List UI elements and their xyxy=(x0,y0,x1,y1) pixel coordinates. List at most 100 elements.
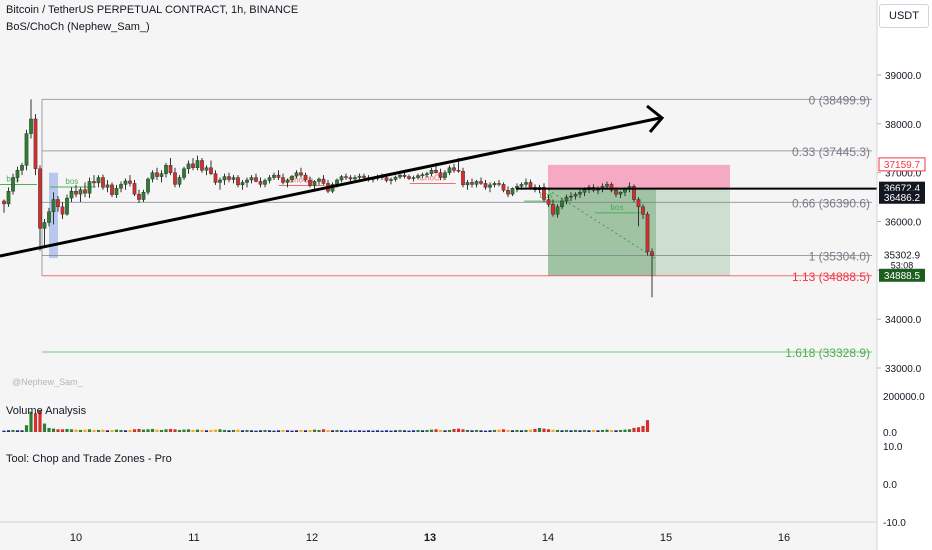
candle-body xyxy=(227,176,231,180)
candle-body xyxy=(609,184,614,191)
candle-body xyxy=(209,167,213,174)
volume-bar xyxy=(537,427,542,432)
candle-body xyxy=(452,167,456,171)
candle-body xyxy=(254,177,258,182)
candle-body xyxy=(42,222,47,229)
bos-label: bos xyxy=(611,203,624,212)
volume-bar xyxy=(384,430,389,432)
volume-bar xyxy=(438,429,443,432)
candle-body xyxy=(308,179,312,186)
volume-bar xyxy=(546,429,551,432)
volume-bar xyxy=(470,430,474,432)
volume-bar xyxy=(177,429,182,432)
candle-body xyxy=(33,118,38,169)
volume-bar xyxy=(222,429,227,432)
volume-bar xyxy=(56,429,60,432)
candle-body xyxy=(465,182,470,186)
stop-loss-zone xyxy=(548,164,730,189)
volume-bar xyxy=(128,429,132,432)
volume-bar xyxy=(173,429,177,432)
volume-bar xyxy=(461,429,465,432)
volume-bar xyxy=(290,430,294,432)
volume-bar xyxy=(479,430,483,432)
time-tick-label: 10 xyxy=(70,532,82,544)
candle-body xyxy=(159,173,164,177)
candle-body xyxy=(168,165,173,173)
price-tag-label: 36486.2 xyxy=(884,193,921,204)
volume-bar xyxy=(321,429,326,432)
price-tick-label: 34000.0 xyxy=(885,315,922,326)
chop-pane-title[interactable]: Tool: Chop and Trade Zones - Pro xyxy=(6,453,172,465)
volume-bar xyxy=(258,430,263,432)
candle-body xyxy=(402,174,407,177)
volume-bar xyxy=(425,429,429,432)
candle-body xyxy=(137,193,141,200)
volume-bar xyxy=(564,429,569,432)
volume-bar xyxy=(11,429,15,432)
volume-bar xyxy=(141,429,146,432)
chop-tick-label: 10.0 xyxy=(883,442,903,453)
candle-body xyxy=(110,184,114,195)
candle-body xyxy=(348,177,353,180)
candle-body xyxy=(128,180,132,184)
volume-bar xyxy=(249,430,254,432)
candle-body xyxy=(564,196,569,202)
candle-body xyxy=(146,178,150,193)
candle-body xyxy=(195,160,200,168)
candle-body xyxy=(132,183,137,195)
volume-bar xyxy=(497,429,501,432)
volume-bar xyxy=(393,430,398,432)
volume-pane-title[interactable]: Volume Analysis xyxy=(6,405,87,417)
volume-bar xyxy=(510,430,515,432)
candle-body xyxy=(605,184,609,187)
candle-body xyxy=(164,165,168,174)
price-tag-box xyxy=(879,190,925,204)
candle-body xyxy=(488,184,492,188)
candle-body xyxy=(470,182,474,185)
volume-bar xyxy=(209,429,213,432)
volume-bar xyxy=(254,430,258,432)
currency-button[interactable]: USDT xyxy=(879,4,929,28)
volume-bar xyxy=(389,430,393,432)
candle-body xyxy=(317,178,321,182)
candle-body xyxy=(560,200,564,208)
volume-bar xyxy=(506,429,510,432)
candle-body xyxy=(267,177,272,181)
candle-body xyxy=(425,173,429,175)
trend-arrow-line xyxy=(0,116,661,258)
time-tick-label: 15 xyxy=(660,532,672,544)
candle-body xyxy=(173,172,177,185)
candle-body xyxy=(182,168,186,178)
volume-bar xyxy=(375,430,380,432)
time-axis[interactable]: 10 11 12 13 14 15 16 xyxy=(70,532,790,544)
candle-body xyxy=(623,189,627,193)
candle-body xyxy=(650,251,654,256)
chart-title: Bitcoin / TetherUS PERPETUAL CONTRACT, 1… xyxy=(6,4,299,16)
volume-bar xyxy=(339,430,344,432)
volume-bar xyxy=(452,428,456,432)
candle-body xyxy=(578,191,582,195)
volume-bar xyxy=(569,430,573,432)
volume-bar xyxy=(60,429,65,432)
candle-body xyxy=(339,176,344,181)
volume-bar xyxy=(114,429,119,432)
volume-bar xyxy=(398,429,402,432)
volume-bar xyxy=(344,430,348,432)
volume-bar xyxy=(434,429,438,432)
volume-bar xyxy=(2,430,6,432)
candle-body xyxy=(344,176,348,178)
volume-bar xyxy=(456,428,461,432)
candle-body xyxy=(582,189,587,193)
candle-body xyxy=(78,189,83,195)
candle-body xyxy=(497,183,501,185)
price-tag-label: 37159.7 xyxy=(884,160,921,171)
price-tick-label: 33000.0 xyxy=(885,364,922,375)
trend-arrow-head xyxy=(646,104,665,133)
volume-bar xyxy=(416,429,420,432)
indicator-title[interactable]: BoS/ChoCh (Nephew_Sam_) xyxy=(6,21,150,33)
candle-body xyxy=(524,182,528,185)
candle-body xyxy=(573,193,578,197)
candle-body xyxy=(389,179,393,181)
candle-body xyxy=(114,188,119,195)
